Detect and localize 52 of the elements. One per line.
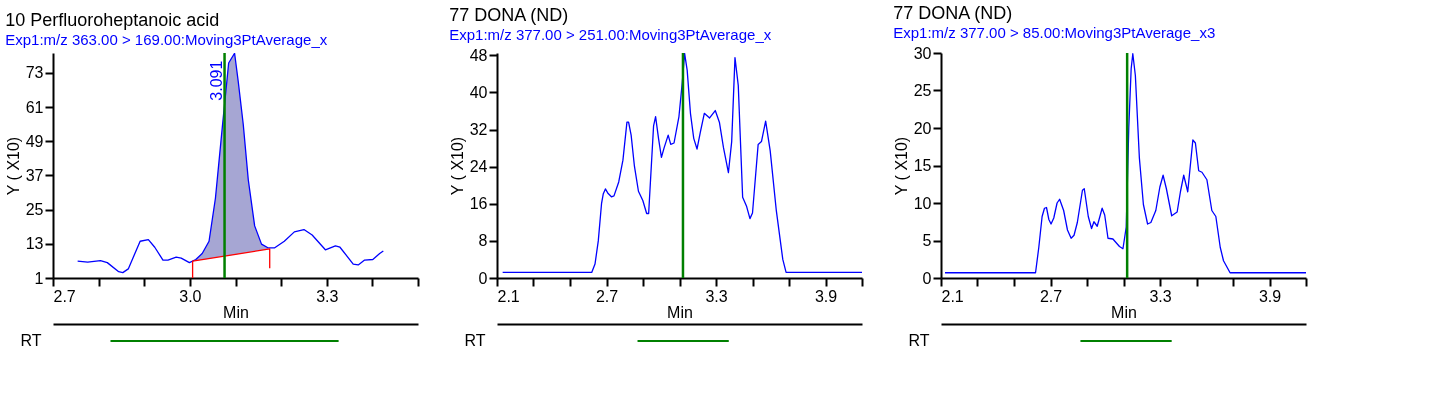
- x-tick-label: 3.9: [814, 287, 838, 305]
- y-tick-label: 61: [25, 98, 44, 116]
- y-tick-label: 25: [25, 201, 44, 219]
- y-tick-label: 20: [913, 119, 932, 137]
- x-tick-label: 3.3: [316, 287, 339, 305]
- chart-title: 77 DONA (ND): [893, 3, 1013, 23]
- y-tick-label: 49: [25, 132, 44, 150]
- y-tick-label: 40: [469, 83, 488, 101]
- y-axis-title: Y ( X10): [448, 136, 466, 196]
- x-tick-label: 3.3: [705, 287, 728, 305]
- x-axis-title: Min: [223, 303, 249, 321]
- x-tick-label: 2.7: [1039, 287, 1063, 305]
- y-tick-label: 25: [913, 82, 932, 99]
- y-tick-label: 32: [469, 121, 488, 139]
- y-tick-label: 1: [34, 269, 44, 287]
- chart-subtitle: Exp1:m/z 363.00 > 169.00:Moving3PtAverage_x: [5, 30, 328, 48]
- y-tick-label: 15: [913, 157, 932, 174]
- x-tick-label: 2.7: [595, 287, 619, 305]
- y-axis-title: Y ( X10): [4, 136, 22, 196]
- y-tick-label: 24: [469, 158, 488, 176]
- y-tick-label: 30: [913, 44, 932, 62]
- x-tick-label: 3.9: [1258, 287, 1282, 305]
- x-tick-label: 2.1: [941, 287, 964, 305]
- y-tick-label: RT: [908, 332, 930, 349]
- y-tick-label: 8: [478, 232, 488, 250]
- line-series: [76, 53, 384, 274]
- chart-subtitle: Exp1:m/z 377.00 > 251.00:Moving3PtAverage_x: [449, 26, 772, 44]
- x-axis-title: Min: [1111, 303, 1137, 321]
- y-tick-label: 0: [922, 269, 932, 287]
- line-series: [502, 53, 862, 274]
- y-tick-label: 37: [25, 166, 44, 184]
- y-tick-label: 73: [25, 64, 44, 82]
- y-axis-title: Y ( X10): [892, 136, 910, 196]
- chart-subtitle: Exp1:m/z 377.00 > 85.00:Moving3PtAverage_x3: [893, 24, 1216, 41]
- y-tick-label: 16: [469, 195, 488, 213]
- x-tick-label: 2.1: [497, 287, 520, 305]
- y-tick-label: 48: [469, 46, 488, 64]
- y-tick-label: RT: [20, 332, 42, 349]
- line-series: [944, 53, 1306, 274]
- x-tick-label: 2.7: [53, 287, 76, 305]
- x-tick-label: 3.0: [179, 287, 202, 305]
- chart-title: 77 DONA (ND): [449, 5, 569, 26]
- annotation: 3.091: [207, 60, 225, 101]
- y-tick-label: RT: [464, 332, 486, 349]
- x-axis-title: Min: [667, 303, 693, 321]
- x-tick-label: 3.3: [1149, 287, 1172, 305]
- y-tick-label: 10: [913, 194, 932, 212]
- y-tick-label: 0: [478, 269, 488, 287]
- y-tick-label: 5: [922, 232, 932, 249]
- chart-title: 10 Perfluoroheptanoic acid: [5, 9, 220, 30]
- line-series: [191, 248, 271, 278]
- y-tick-label: 13: [25, 235, 44, 253]
